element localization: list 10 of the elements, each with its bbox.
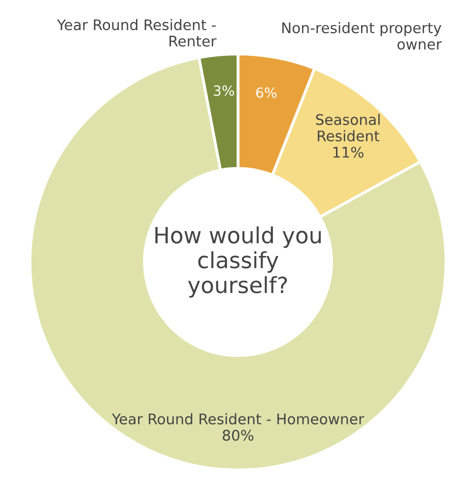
slice-label: Seasonal Resident <box>316 114 380 142</box>
slice-label: Non-resident property owner <box>282 22 442 50</box>
data-label: 11% <box>333 146 364 158</box>
donut-slice <box>28 56 448 472</box>
data-label: 3% <box>214 85 234 96</box>
text: How would you classify yourself? <box>155 226 321 298</box>
slice-label: Year Round Resident - Homeowner <box>112 413 364 424</box>
data-label: 80% <box>222 430 254 441</box>
slice-label: Year Round Resident - Renter <box>56 18 216 47</box>
data-label: 6% <box>256 87 277 98</box>
